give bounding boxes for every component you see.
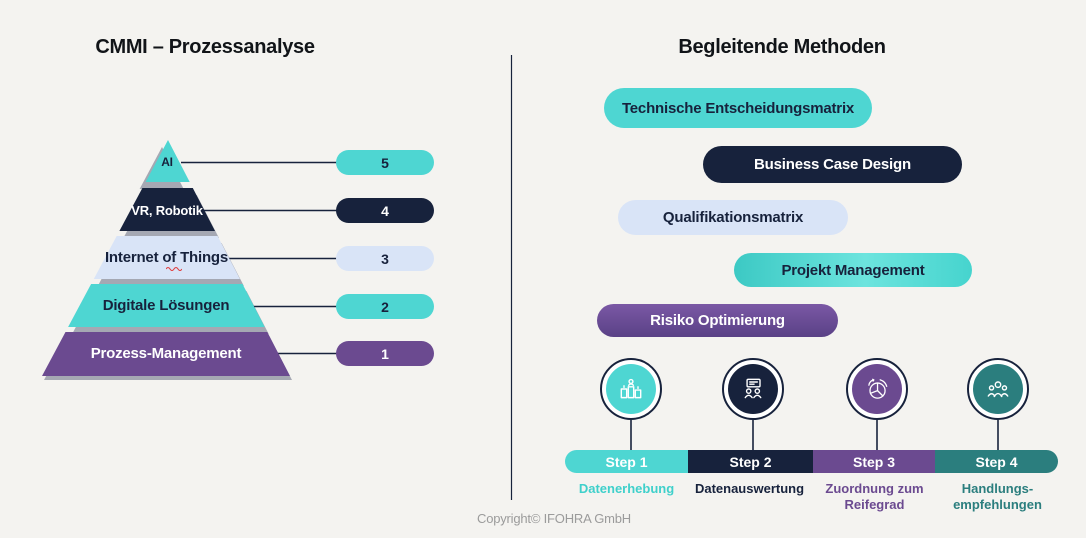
step-4-circle: [967, 358, 1029, 420]
team-icon: [987, 381, 1009, 398]
step-4-bar: Step 4: [935, 450, 1058, 473]
copyright-notice: Copyright© IFOHRA GmbH: [477, 511, 631, 526]
pie-chart-icon: [868, 378, 888, 399]
step-1-circle: [600, 358, 662, 420]
level-pill-3: 3: [336, 246, 434, 271]
left-section-title: CMMI – Prozessanalyse: [95, 36, 315, 58]
pyramid-label-internet-of-things: Internet of Things: [104, 249, 229, 266]
step-2-disc: [728, 364, 778, 414]
pyramid-level-3-iot: [93, 236, 240, 279]
pyramid: [42, 140, 290, 376]
step-4-disc: [973, 364, 1023, 414]
step-3-bar: Step 3: [813, 450, 935, 473]
pyramid-level-1-prozess-management: [42, 332, 290, 376]
level-pill-1-value: 1: [381, 345, 389, 362]
step-3-circle: [846, 358, 908, 420]
level-pill-2-value: 2: [381, 298, 389, 315]
method-pill-risiko-optimierung: Risiko Optimierung: [597, 304, 838, 337]
level-pill-4-value: 4: [381, 202, 389, 219]
method-pill-technische-entscheidungsmatrix: Technische Entscheidungsmatrix: [604, 88, 872, 128]
method-pill-business-case-design: Business Case Design: [703, 146, 962, 183]
method-pill-qualifikationsmatrix: Qualifikationsmatrix: [618, 200, 848, 235]
method-pill-projekt-management: Projekt Management: [734, 253, 972, 287]
level-pill-5: 5: [336, 150, 434, 175]
pyramid-label-prozess-management: Prozess-Management: [90, 345, 242, 362]
pyramid-level-4-vr-robotik: [119, 188, 215, 231]
step-3-caption: Zuordnung zum Reifegrad: [825, 481, 924, 512]
step-connector-lines: [630, 420, 999, 452]
presentation-people-icon: [744, 378, 762, 399]
level-pill-5-value: 5: [381, 154, 389, 171]
bar-chart-people-icon: [620, 378, 642, 399]
pyramid-label-vr-robotik: VR, Robotik: [131, 203, 203, 218]
pyramid-level-5-ai: [145, 140, 190, 182]
step-3-disc: [852, 364, 902, 414]
level-pill-1: 1: [336, 341, 434, 366]
step-4-caption: Handlungs-empfehlungen: [953, 481, 1042, 512]
level-pill-2: 2: [336, 294, 434, 319]
step-1-bar: Step 1: [565, 450, 688, 473]
pyramid-level-2-digitale-loesungen: [68, 284, 265, 327]
step-2-caption: Datenauswertung: [694, 481, 805, 496]
step-2-circle: [722, 358, 784, 420]
pyramid-label-digitale-loesungen: Digitale Lösungen: [102, 297, 230, 314]
step-1-caption: Datenerhebung: [578, 481, 675, 496]
step-1-disc: [606, 364, 656, 414]
level-pill-4: 4: [336, 198, 434, 223]
right-section-title: Begleitende Methoden: [678, 36, 886, 58]
pyramid-label-ai: AI: [161, 155, 173, 169]
step-2-bar: Step 2: [688, 450, 813, 473]
level-pill-3-value: 3: [381, 250, 389, 267]
spellcheck-squiggle: [166, 266, 182, 271]
